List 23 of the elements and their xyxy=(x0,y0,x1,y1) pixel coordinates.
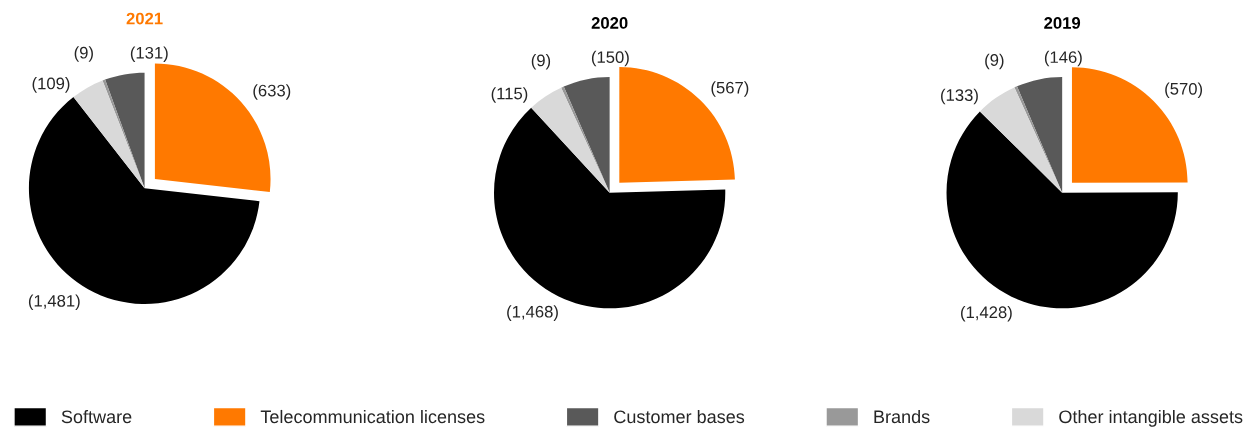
data-label: (1,428) xyxy=(961,305,1012,322)
legend-label: Other intangible assets xyxy=(1059,409,1243,427)
data-label: (633) xyxy=(253,84,291,100)
legend-label: Brands xyxy=(874,409,930,424)
data-label: (1,481) xyxy=(28,294,80,311)
data-label: (109) xyxy=(32,77,70,93)
data-label: (115) xyxy=(491,87,528,103)
data-label: (9) xyxy=(74,46,93,62)
data-label: (133) xyxy=(941,88,978,105)
data-label: (570) xyxy=(1165,82,1203,99)
data-label: (567) xyxy=(711,81,749,97)
data-label: (150) xyxy=(591,50,629,67)
legend-label: Software xyxy=(61,409,132,424)
data-label: (1,468) xyxy=(507,305,558,321)
data-label: (146) xyxy=(1044,50,1082,67)
legend-label: Customer bases xyxy=(614,409,745,424)
data-label: (131) xyxy=(130,46,168,62)
data-label: (9) xyxy=(531,54,551,70)
data-label: (9) xyxy=(985,53,1004,70)
chart-title: 2021 xyxy=(126,12,163,25)
legend-label: Telecommunication licenses xyxy=(260,409,485,424)
chart-title: 2020 xyxy=(591,17,628,29)
chart-title: 2019 xyxy=(1044,17,1081,29)
